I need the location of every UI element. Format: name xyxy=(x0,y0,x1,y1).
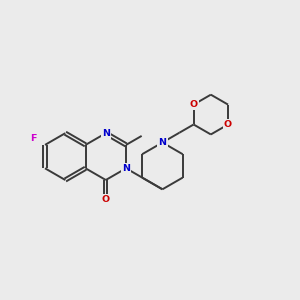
Text: F: F xyxy=(30,134,37,142)
Text: N: N xyxy=(122,164,130,173)
Text: O: O xyxy=(102,195,110,204)
Text: N: N xyxy=(102,129,110,138)
Text: O: O xyxy=(190,100,198,109)
Text: O: O xyxy=(224,120,232,129)
Text: N: N xyxy=(158,138,166,147)
